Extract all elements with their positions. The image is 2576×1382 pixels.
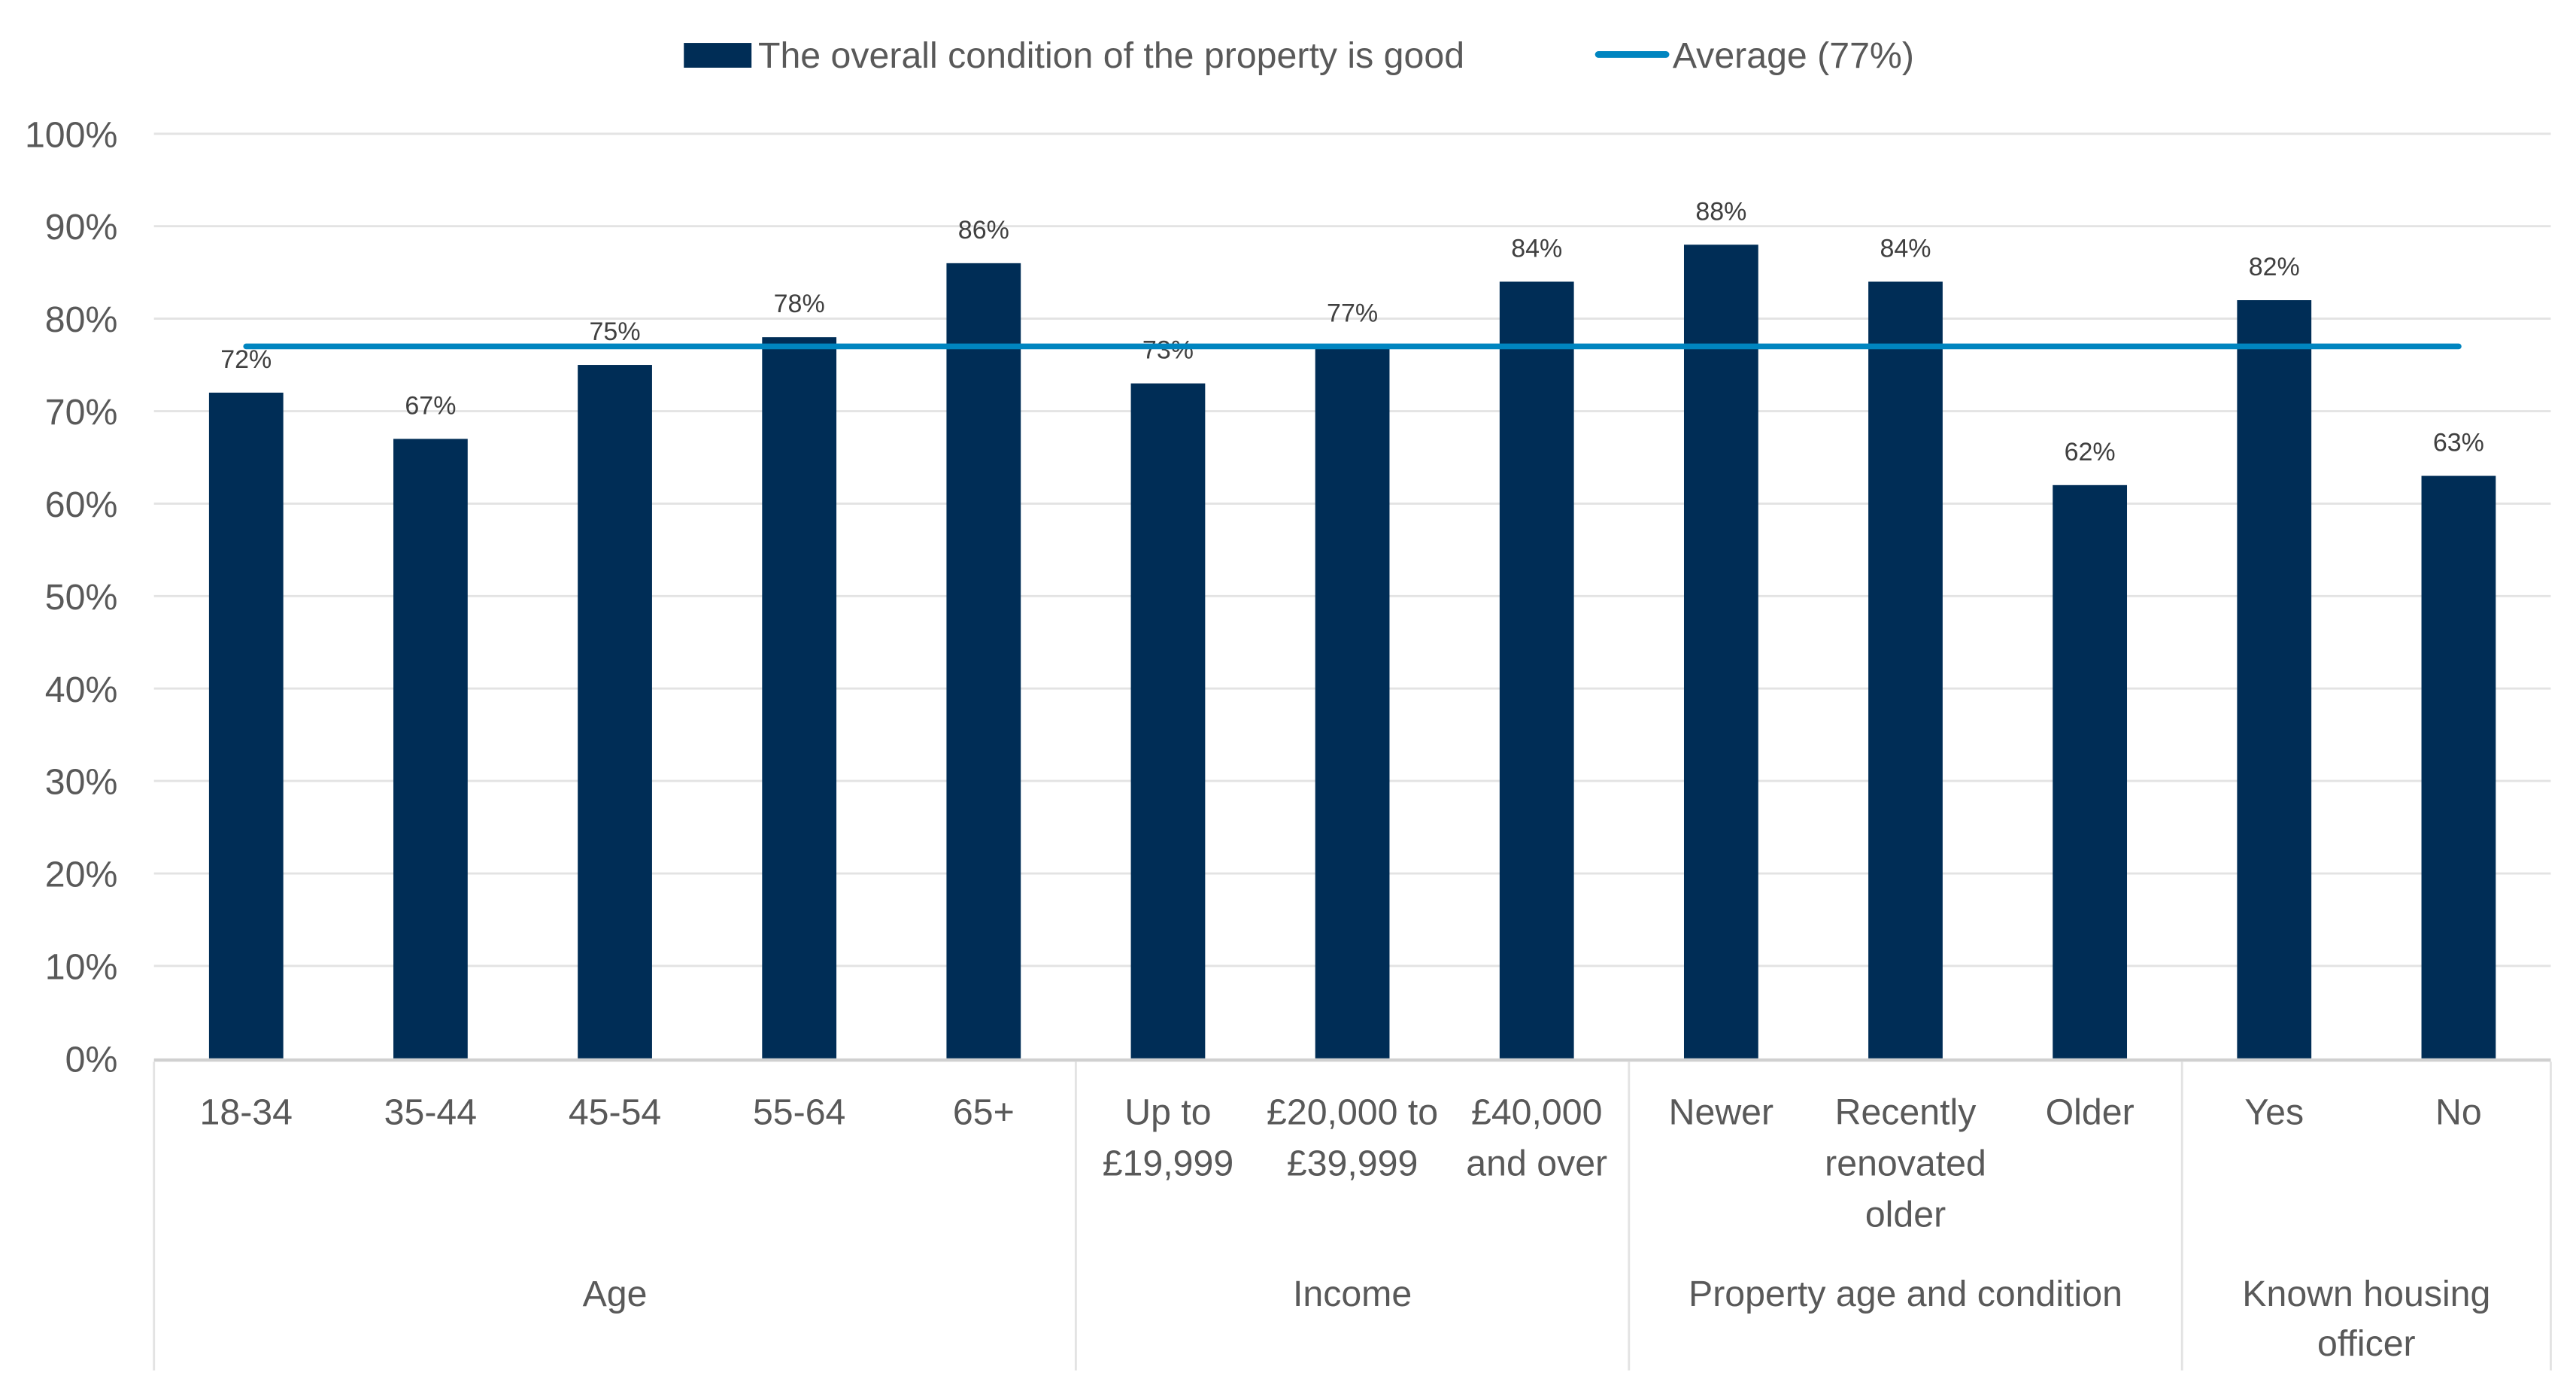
- y-tick-label: 50%: [45, 577, 118, 618]
- data-label: 62%: [2065, 438, 2116, 466]
- group-label: Income: [1293, 1274, 1412, 1314]
- data-label: 67%: [405, 391, 456, 420]
- category-label: No: [2435, 1092, 2482, 1133]
- category-label: Up to: [1124, 1092, 1211, 1133]
- y-tick-label: 80%: [45, 299, 118, 340]
- data-label: 77%: [1327, 299, 1378, 328]
- category-label: 18-34: [200, 1092, 293, 1133]
- bar: [2053, 484, 2128, 1059]
- legend: The overall condition of the property is…: [684, 35, 1914, 76]
- y-tick-label: 20%: [45, 855, 118, 895]
- data-label: 72%: [220, 345, 272, 374]
- bar: [2237, 300, 2312, 1059]
- category-label: 55-64: [753, 1092, 845, 1133]
- data-labels: 72% 67% 75% 78% 86% 73% 77% 84% 88% 84% 62% 82% 63%: [220, 197, 2484, 466]
- y-tick-label: 30%: [45, 762, 118, 803]
- group-label: Property age and condition: [1689, 1274, 2122, 1314]
- category-label: £39,999: [1287, 1144, 1418, 1184]
- category-label: renovated: [1825, 1144, 1986, 1184]
- legend-bar-label: The overall condition of the property is…: [758, 35, 1464, 76]
- y-axis: 0% 10% 20% 30% 40% 50% 60% 70% 80% 90% 100%: [25, 114, 117, 1080]
- data-label: 82%: [2249, 253, 2300, 281]
- legend-line-label: Average (77%): [1673, 35, 1914, 76]
- bar: [578, 365, 652, 1059]
- bar: [2421, 475, 2496, 1059]
- category-label: £40,000: [1471, 1092, 1602, 1133]
- x-axis: 18-34 35-44 45-54 55-64 65+ Up to £19,999 £20,0…: [153, 1058, 2552, 1371]
- bar: [1130, 383, 1206, 1059]
- bars: [208, 245, 2496, 1059]
- bar: [946, 263, 1021, 1059]
- y-tick-label: 90%: [45, 207, 118, 248]
- data-label: 86%: [958, 216, 1009, 245]
- bar: [1499, 281, 1574, 1059]
- y-tick-label: 100%: [25, 114, 117, 155]
- bar: [762, 337, 837, 1059]
- category-label: Recently: [1835, 1092, 1977, 1133]
- y-tick-label: 0%: [65, 1039, 118, 1080]
- category-label: 35-44: [384, 1092, 477, 1133]
- bar: [393, 439, 468, 1059]
- y-tick-label: 40%: [45, 670, 118, 710]
- category-label: Older: [2046, 1092, 2135, 1133]
- y-tick-label: 70%: [45, 392, 118, 433]
- data-label: 73%: [1142, 336, 1194, 365]
- data-label: 63%: [2433, 429, 2484, 457]
- category-label: £20,000 to: [1267, 1092, 1438, 1133]
- category-label: £19,999: [1103, 1144, 1233, 1184]
- group-label: Known housing: [2242, 1274, 2490, 1314]
- data-label: 84%: [1511, 235, 1562, 263]
- bar: [1315, 346, 1390, 1059]
- legend-bar-swatch: [684, 43, 752, 68]
- y-tick-label: 60%: [45, 484, 118, 525]
- category-label: 45-54: [569, 1092, 661, 1133]
- bar: [208, 392, 284, 1059]
- data-label: 84%: [1880, 235, 1931, 263]
- category-label: Newer: [1669, 1092, 1773, 1133]
- category-label: and over: [1466, 1144, 1607, 1184]
- group-label: Age: [583, 1274, 648, 1314]
- bar: [1868, 281, 1943, 1059]
- y-tick-label: 10%: [45, 946, 118, 987]
- data-label: 75%: [590, 317, 641, 346]
- bar: [1683, 245, 1758, 1059]
- group-label: officer: [2317, 1323, 2416, 1364]
- data-label: 88%: [1695, 197, 1746, 226]
- category-label: 65+: [953, 1092, 1015, 1133]
- data-label: 78%: [774, 290, 825, 318]
- category-label: older: [1865, 1195, 1946, 1235]
- category-label: Yes: [2244, 1092, 2304, 1133]
